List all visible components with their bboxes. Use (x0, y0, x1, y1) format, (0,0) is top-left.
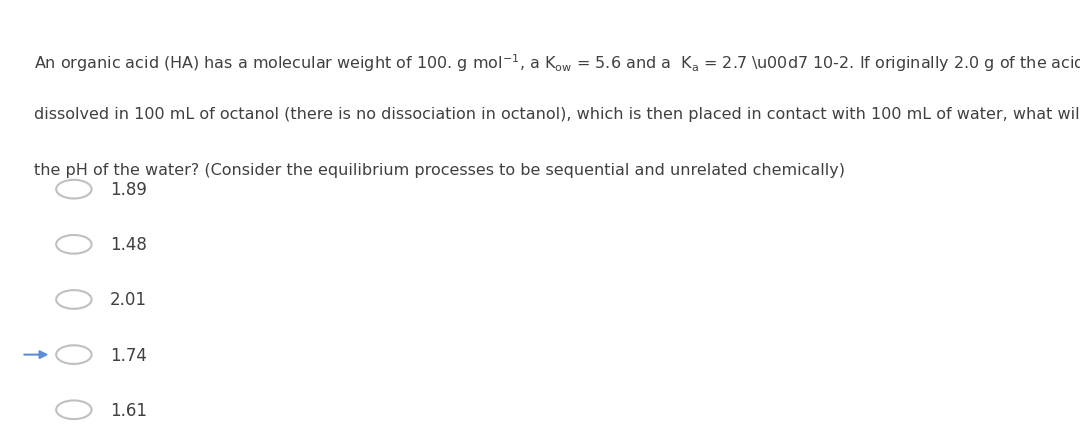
Text: 1.89: 1.89 (110, 181, 147, 199)
Text: An organic acid (HA) has a molecular weight of 100. g mol$^{-1}$, a K$_{\mathreg: An organic acid (HA) has a molecular wei… (33, 52, 1080, 74)
Text: dissolved in 100 mL of octanol (there is no dissociation in octanol), which is t: dissolved in 100 mL of octanol (there is… (33, 107, 1080, 122)
Text: the pH of the water? (Consider the equilibrium processes to be sequential and un: the pH of the water? (Consider the equil… (33, 162, 845, 177)
Text: 1.48: 1.48 (110, 236, 147, 254)
Text: 1.61: 1.61 (110, 401, 147, 419)
Text: 2.01: 2.01 (110, 291, 147, 309)
Text: 1.74: 1.74 (110, 346, 147, 364)
